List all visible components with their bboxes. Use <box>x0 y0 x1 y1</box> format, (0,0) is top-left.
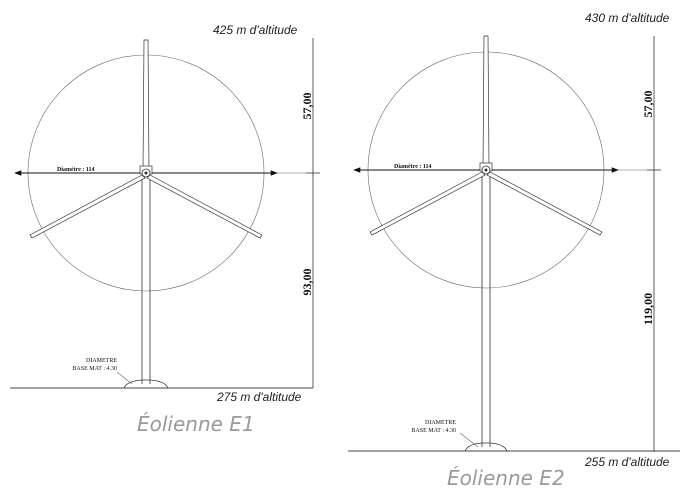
blade-up-e1 <box>142 39 150 171</box>
hub-center-e2 <box>484 168 488 172</box>
hub-height-e2: 119,00 <box>641 293 655 325</box>
hub-center-e1 <box>144 171 148 175</box>
hub-height-e1: 93,00 <box>300 269 314 296</box>
blade-right-e1 <box>146 174 263 239</box>
base-label-line1-e2: DIAMETRE <box>425 420 456 426</box>
rotor-radius-e1: 57,00 <box>300 93 314 120</box>
blade-right-e2 <box>486 171 603 236</box>
caption-e1: Éolienne E1 <box>137 412 255 436</box>
base-label-line2-e1: BASE MAT : 4.30 <box>72 366 117 372</box>
diameter-label-e2: Diamètre : 114 <box>394 164 432 170</box>
blade-left-e1 <box>29 174 146 239</box>
bottom-altitude-e1: 275 m d'altitude <box>216 390 302 404</box>
tower-e1 <box>141 178 151 384</box>
base-label-line2-e2: BASE MAT : 4.30 <box>411 428 456 434</box>
base-label-line1-e1: DIAMETRE <box>86 358 117 364</box>
turbine-e2: 430 m d'altitude 255 m d'altitude 57,00 … <box>348 11 680 490</box>
base-leader-e1 <box>116 371 133 385</box>
bottom-altitude-e2: 255 m d'altitude <box>584 455 670 469</box>
turbine-e1: 425 m d'altitude 275 m d'altitude 57,00 … <box>10 23 320 436</box>
base-leader-e2 <box>459 432 479 448</box>
blade-left-e2 <box>369 171 486 236</box>
foundation-e2 <box>464 442 508 452</box>
top-altitude-e1: 425 m d'altitude <box>213 23 298 37</box>
foundation-e1 <box>123 379 169 389</box>
rotor-radius-e2: 57,00 <box>641 91 655 118</box>
caption-e2: Éolienne E2 <box>447 466 565 490</box>
tower-e2 <box>481 175 491 447</box>
diameter-label-e1: Diamètre : 114 <box>57 167 95 173</box>
top-altitude-e2: 430 m d'altitude <box>585 11 670 25</box>
blade-up-e2 <box>482 35 490 168</box>
